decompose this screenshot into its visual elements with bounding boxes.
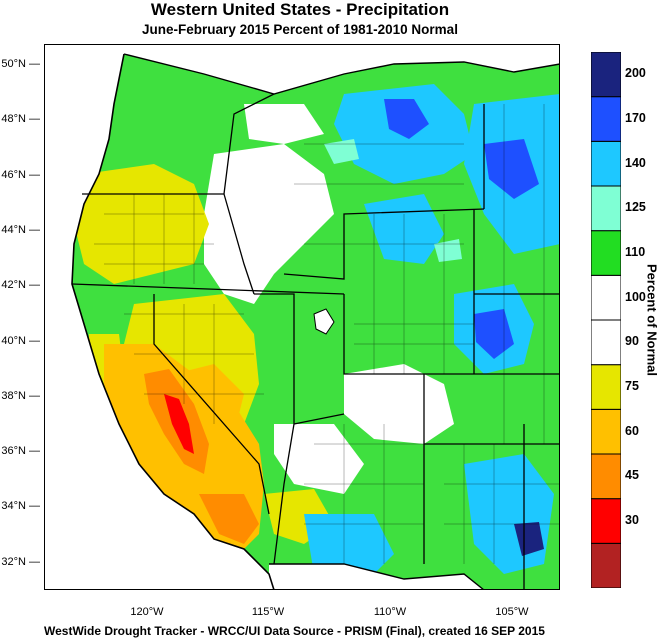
region-normal-plains: [344, 364, 454, 444]
legend-tick-label: 170: [625, 111, 646, 125]
legend-swatch: [591, 230, 621, 276]
longitude-label: 110°W: [373, 606, 407, 618]
pacific-ocean: [44, 44, 274, 590]
legend-tick-label: 45: [625, 468, 639, 483]
legend-swatch: [591, 453, 621, 500]
latitude-label: 40°N —: [1, 334, 40, 347]
longitude-label: 115°W: [251, 606, 285, 618]
legend-swatch: [591, 319, 621, 366]
canada-border: [123, 53, 560, 95]
legend-swatch: [591, 96, 621, 142]
legend-swatch: [591, 498, 621, 544]
canada-area: [114, 44, 560, 94]
legend-swatch: [591, 52, 621, 98]
precipitation-map: [44, 44, 560, 590]
latitude-label: 44°N —: [1, 223, 40, 236]
legend-tick-label: 140: [625, 155, 646, 170]
region-aqua-patches: [324, 139, 462, 262]
legend-tick-label: 100: [625, 289, 646, 304]
mexico-area: [269, 564, 484, 590]
region-normal-southwest: [274, 424, 364, 494]
legend-tick-label: 125: [625, 200, 646, 215]
map-border: [44, 44, 560, 590]
legend-tick-label: 110: [625, 245, 646, 259]
legend-swatch: [591, 140, 621, 187]
footer-credit: WestWide Drought Tracker - WRCC/UI Data …: [44, 624, 545, 638]
county-lines: [94, 104, 560, 564]
legend-swatch: [591, 364, 621, 410]
region-red-sierra: [164, 394, 194, 454]
region-orange-east-nevada: [174, 364, 244, 434]
state-borders: [71, 93, 560, 590]
legend-swatch: [591, 408, 621, 455]
coastline: [71, 53, 275, 590]
region-dark-orange-socal: [199, 494, 259, 544]
great-salt-lake: [313, 308, 335, 335]
legend-tick-label: 75: [625, 379, 639, 393]
legend-swatch: [591, 274, 621, 321]
legend-tick-label: 30: [625, 513, 639, 527]
legend-tick-label: 90: [625, 334, 639, 349]
latitude-label: 48°N —: [1, 113, 40, 126]
legend-colorbar: [591, 52, 621, 588]
region-dark-blue-new-mexico: [514, 522, 544, 556]
longitude-label: 105°W: [495, 606, 529, 618]
longitude-label: 120°W: [130, 606, 164, 618]
latitude-label: 34°N —: [1, 500, 40, 513]
region-strong-blue-dakotas: [484, 139, 539, 199]
map-subtitle: June-February 2015 Percent of 1981-2010 …: [142, 22, 458, 37]
region-normal-north: [244, 104, 324, 144]
legend-tick-label: 200: [625, 66, 646, 81]
legend-tick-label: 60: [625, 423, 639, 438]
latitude-label: 32°N —: [1, 555, 40, 568]
latitude-label: 42°N —: [1, 279, 40, 292]
latitude-label: 46°N —: [1, 168, 40, 181]
legend-title: Percent of Normal: [644, 264, 660, 376]
latitude-label: 36°N —: [1, 445, 40, 458]
legend-swatch: [591, 185, 621, 232]
legend-swatch: [591, 542, 621, 588]
mexico-border: [269, 563, 485, 590]
latitude-label: 50°N —: [1, 58, 40, 70]
latitude-label: 38°N —: [1, 389, 40, 402]
region-strong-blue-montana: [384, 99, 429, 139]
map-title: Western United States - Precipitation: [150, 0, 450, 19]
